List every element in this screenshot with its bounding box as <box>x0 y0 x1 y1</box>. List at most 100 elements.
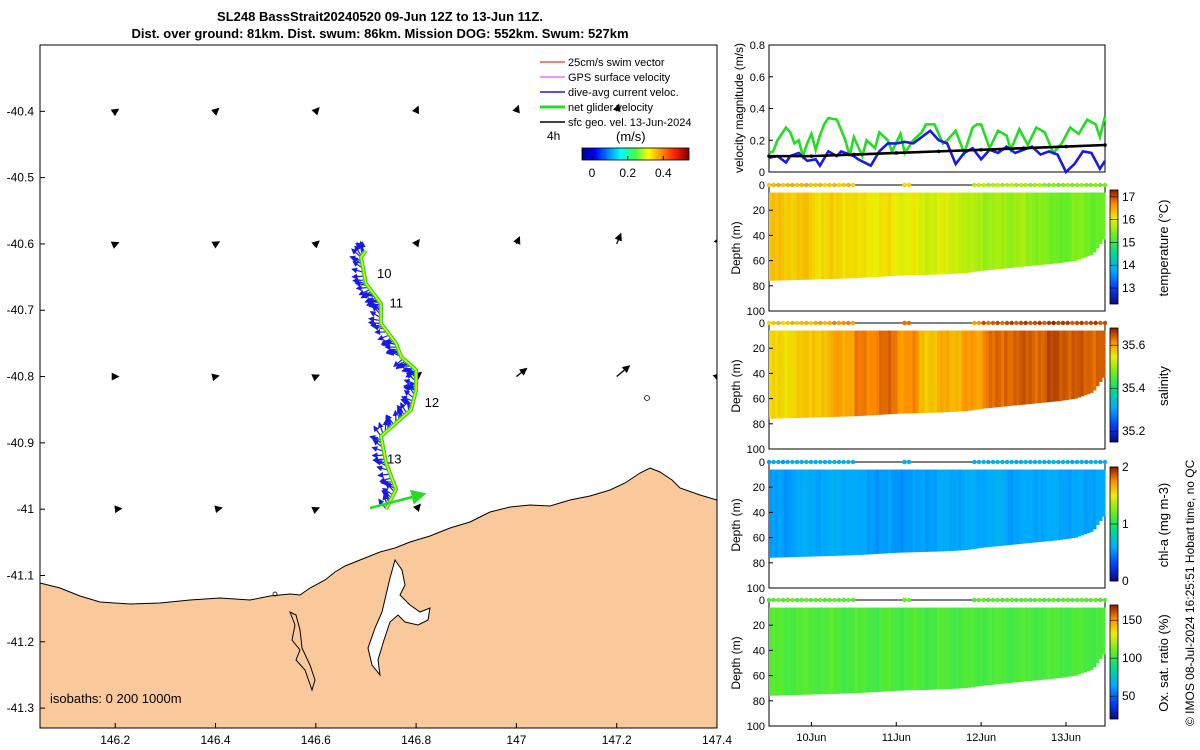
depth-tick-label: 0 <box>759 595 765 607</box>
profile-cell <box>924 469 929 552</box>
profile-cell <box>1040 607 1045 680</box>
surface-dot <box>850 320 856 326</box>
surface-dot <box>1009 459 1014 465</box>
map-xtick-label: 146.6 <box>301 733 331 747</box>
surface-dot <box>995 459 1000 465</box>
profile-cell <box>1025 330 1030 405</box>
profile-cell <box>1007 192 1011 269</box>
profile-cell <box>903 469 908 553</box>
profile-cell <box>1077 330 1082 398</box>
surface-dot <box>1009 597 1014 603</box>
geo-vector <box>311 374 321 382</box>
profile-cell <box>1022 469 1027 544</box>
surface-dot <box>1065 597 1070 603</box>
surface-dot <box>785 459 790 465</box>
map-ytick-label: -41.1 <box>7 568 35 582</box>
surface-dot <box>813 597 818 603</box>
profile-cell <box>827 330 831 418</box>
profile-cell <box>1007 469 1011 546</box>
profile-cell <box>946 330 950 413</box>
profile-cell <box>952 192 956 274</box>
profile-cell <box>1010 330 1014 406</box>
profile-cell <box>961 192 966 274</box>
time-tick-label: 10Jun <box>796 732 826 744</box>
net-velocity-arrow <box>369 489 427 510</box>
profile-cell <box>1010 607 1014 683</box>
profile-cell <box>888 192 892 277</box>
profile-cell <box>1001 330 1005 407</box>
profile-cell <box>995 469 999 547</box>
profile-cell <box>1031 607 1036 681</box>
profile-cell <box>793 192 798 281</box>
profile-cell <box>820 330 825 418</box>
profile-cell <box>769 330 773 419</box>
surface-dot <box>1042 182 1047 188</box>
profile-cell <box>857 469 862 556</box>
profile-cell <box>1056 330 1060 402</box>
surface-dot <box>1093 597 1098 603</box>
profile-cell <box>921 469 926 552</box>
profile-cell <box>1034 330 1039 404</box>
profile-cell <box>845 607 850 694</box>
cbar-tick-label: 14 <box>1122 258 1136 272</box>
profile-cell <box>1031 330 1036 404</box>
profile-cell <box>1077 607 1082 675</box>
surface-dot <box>1060 597 1066 603</box>
profile-cell <box>991 330 996 408</box>
profile-cell <box>918 607 923 691</box>
profile-cell <box>845 330 850 417</box>
profile-cell <box>1068 469 1072 539</box>
profile-cell <box>1089 330 1094 393</box>
profile-colorbar <box>1109 327 1119 443</box>
profile-cell <box>882 192 886 277</box>
surface-dot <box>1018 597 1024 603</box>
profile-cell <box>833 607 837 694</box>
profile-cell <box>872 607 877 693</box>
profile-cell <box>860 469 865 555</box>
surface-dot <box>1037 597 1042 603</box>
depth-tick-label: 40 <box>753 645 765 657</box>
profile-cell <box>1092 192 1097 253</box>
surface-dot <box>841 320 846 326</box>
profile-cell <box>973 469 978 549</box>
surface-dot <box>1032 182 1038 188</box>
surface-dot <box>1023 182 1028 188</box>
profile-cell <box>937 192 941 275</box>
profile-cell <box>943 192 947 275</box>
profile-cell <box>1050 469 1054 541</box>
surface-dot <box>1102 459 1108 465</box>
profile-cell <box>973 607 978 687</box>
profile-cell <box>787 192 791 281</box>
profile-cell <box>940 469 944 552</box>
profile-cell <box>1059 330 1063 401</box>
profile-cell <box>897 192 901 276</box>
profile-cell <box>912 469 917 553</box>
profile-cell <box>1056 469 1060 541</box>
profile-cell <box>1013 330 1018 406</box>
surface-dot <box>790 459 795 465</box>
profile-cell <box>985 469 990 548</box>
day-label: 13 <box>387 451 401 466</box>
legend-entry-dive-avg: dive-avg current veloc. <box>540 87 679 99</box>
surface-dot <box>1084 182 1089 188</box>
profile-cell <box>991 192 996 270</box>
profile-cell <box>875 330 880 415</box>
profile-cell <box>909 607 914 691</box>
surface-dot <box>1032 597 1038 603</box>
surface-dot <box>986 597 991 603</box>
profile-cell <box>1004 192 1008 269</box>
profile-cell <box>1034 192 1039 266</box>
velocity-point <box>1021 146 1026 150</box>
surface-dot <box>799 320 804 326</box>
profile-cell <box>903 192 908 276</box>
surface-dot <box>771 182 776 188</box>
surface-dot <box>986 459 991 465</box>
profile-cell <box>982 330 987 409</box>
profile-cell <box>790 192 795 281</box>
profile-cell <box>888 607 892 692</box>
profile-cell <box>1040 330 1045 403</box>
profile-cell <box>918 192 923 276</box>
profile-cell <box>1046 330 1051 403</box>
profile-cell <box>964 469 969 551</box>
